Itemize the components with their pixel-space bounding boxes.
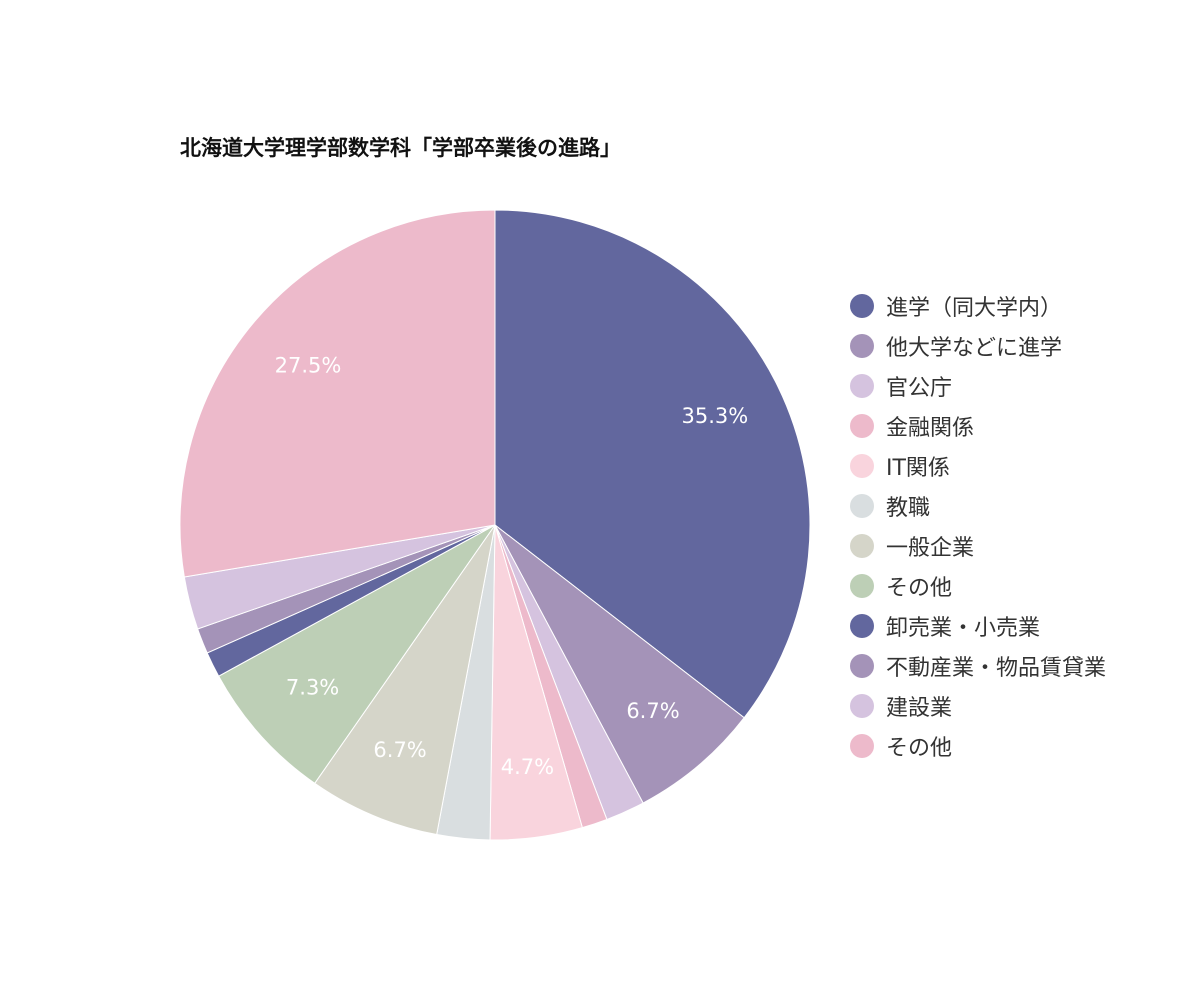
legend-item-2: 官公庁 — [850, 366, 1106, 406]
legend-swatch — [850, 574, 874, 598]
legend-label: 建設業 — [886, 696, 953, 721]
legend-item-6: 一般企業 — [850, 526, 1106, 566]
legend-swatch — [850, 654, 874, 678]
legend-swatch — [850, 454, 874, 478]
legend-label: 進学（同大学内） — [886, 296, 1063, 321]
legend-label: 不動産業・物品賃貸業 — [886, 656, 1107, 681]
pie-slice-6 — [314, 524, 496, 836]
legend-label: 他大学などに進学 — [886, 336, 1063, 361]
legend-label: 一般企業 — [886, 536, 975, 561]
legend-swatch — [850, 374, 874, 398]
legend-label: 卸売業・小売業 — [886, 616, 1041, 641]
legend-item-11: その他 — [850, 726, 1106, 766]
slice-data-label-6: 6.7% — [373, 738, 426, 762]
legend-swatch — [850, 614, 874, 638]
legend-swatch — [850, 534, 874, 558]
legend-item-7: その他 — [850, 566, 1106, 606]
legend-item-10: 建設業 — [850, 686, 1106, 726]
legend-swatch — [850, 694, 874, 718]
slice-data-label-7: 7.3% — [286, 676, 339, 700]
legend-item-5: 教職 — [850, 486, 1106, 526]
pie-slice-1 — [494, 524, 745, 804]
legend-item-9: 不動産業・物品賃貸業 — [850, 646, 1106, 686]
legend-label: その他 — [886, 736, 953, 761]
slice-data-label-4: 4.7% — [501, 755, 554, 779]
legend-swatch — [850, 494, 874, 518]
legend-item-1: 他大学などに進学 — [850, 326, 1106, 366]
legend: 進学（同大学内） 他大学などに進学 官公庁 金融関係 IT関係 教職 一般企業 その他 卸売業・… — [850, 286, 1106, 766]
slice-data-label-0: 35.3% — [682, 404, 749, 428]
legend-swatch — [850, 734, 874, 758]
legend-swatch — [850, 414, 874, 438]
legend-item-3: 金融関係 — [850, 406, 1106, 446]
legend-label: 官公庁 — [886, 376, 953, 401]
legend-label: 教職 — [886, 496, 931, 521]
pie-slice-7 — [217, 524, 496, 784]
pie-slice-11 — [179, 209, 496, 578]
legend-label: その他 — [886, 576, 953, 601]
legend-item-4: IT関係 — [850, 446, 1106, 486]
legend-label: 金融関係 — [886, 416, 975, 441]
slice-data-label-1: 6.7% — [626, 699, 679, 723]
legend-swatch — [850, 334, 874, 358]
chart-title: 北海道大学理学部数学科「学部卒業後の進路」 — [180, 136, 621, 160]
pie-slice-0 — [494, 209, 811, 719]
legend-swatch — [850, 294, 874, 318]
legend-item-0: 進学（同大学内） — [850, 286, 1106, 326]
legend-item-8: 卸売業・小売業 — [850, 606, 1106, 646]
legend-label: IT関係 — [886, 456, 950, 481]
slice-data-label-11: 27.5% — [275, 354, 342, 378]
